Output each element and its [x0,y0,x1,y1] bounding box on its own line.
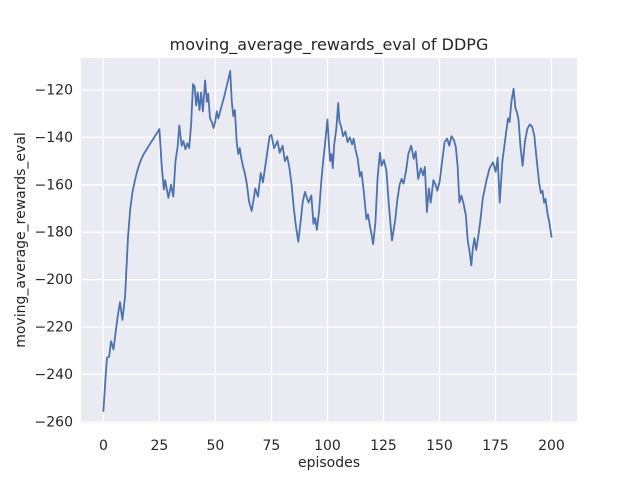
y-axis-label: moving_average_rewards_eval [13,132,29,348]
x-tick-label: 75 [263,438,281,454]
y-tick-labels: −260 −240 −220 −200 −180 −160 −140 −120 [35,82,73,430]
y-tick-label: −220 [35,320,73,336]
rewards-line [102,70,553,413]
y-tick-label: −260 [35,414,73,430]
y-tick-label: −200 [35,272,73,288]
x-tick-label: 100 [314,438,341,454]
x-tick-label: 200 [538,438,565,454]
x-tick-label: 0 [99,438,108,454]
x-tick-label: 125 [370,438,397,454]
y-tick-label: −120 [35,82,73,98]
y-tick-label: −140 [35,130,73,146]
y-tick-label: −180 [35,225,73,241]
chart-title: moving_average_rewards_eval of DDPG [170,35,489,55]
y-tick-label: −160 [35,177,73,193]
x-tick-labels: 0 25 50 75 100 125 150 175 200 [99,438,565,454]
plot-area [81,58,577,423]
x-axis-label: episodes [298,455,360,471]
y-tick-label: −240 [35,367,73,383]
x-tick-label: 175 [482,438,509,454]
x-tick-label: 50 [207,438,225,454]
x-tick-label: 25 [150,438,168,454]
x-tick-label: 150 [426,438,453,454]
series-group [102,70,553,413]
